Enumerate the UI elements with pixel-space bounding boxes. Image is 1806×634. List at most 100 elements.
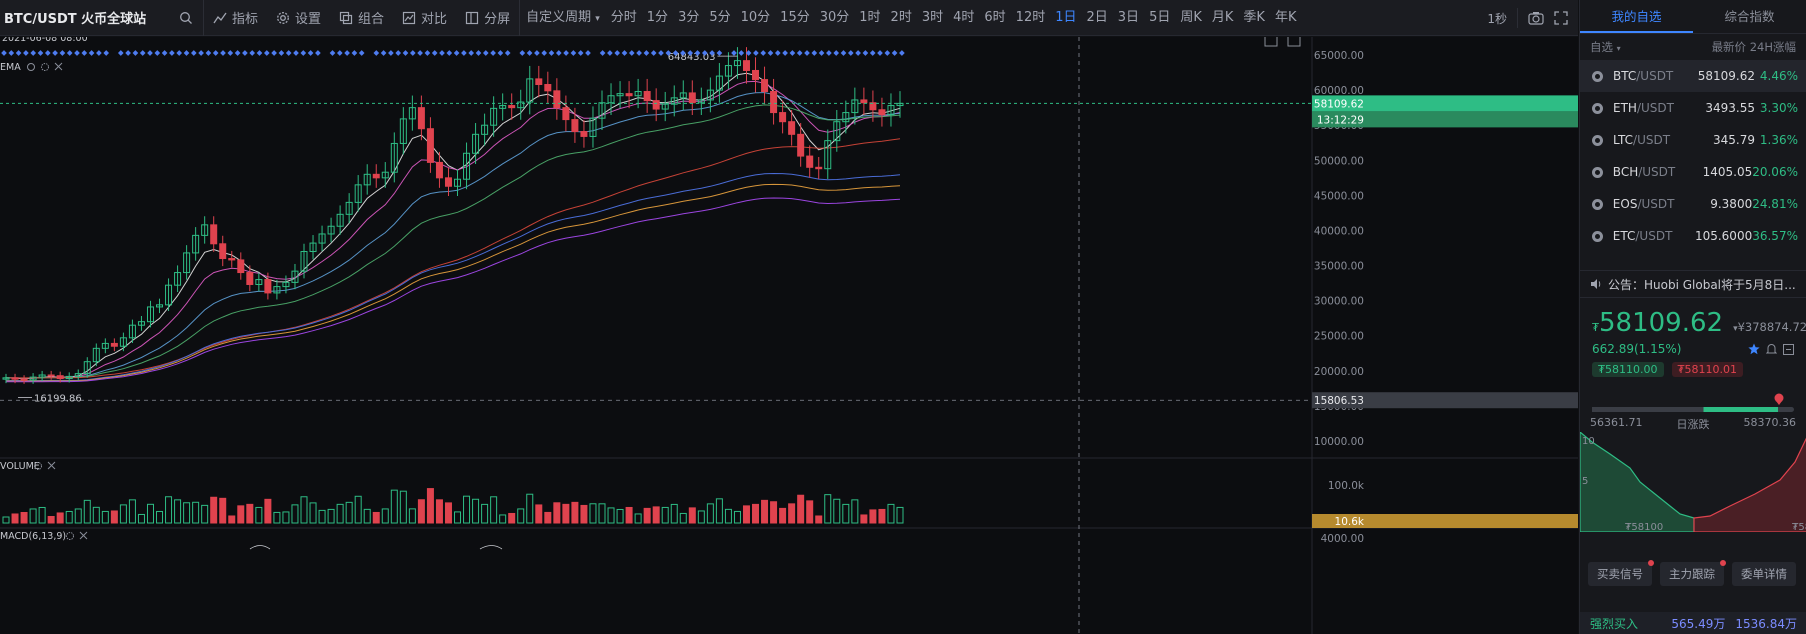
chart-area[interactable]: 10000.0015000.0020000.0025000.0030000.00… <box>0 37 1578 634</box>
volume-bar <box>166 497 172 523</box>
volume-bar <box>536 505 542 523</box>
indicator-label: 指标 <box>232 8 258 27</box>
search-button[interactable] <box>169 0 203 36</box>
volume-bar <box>400 491 406 523</box>
signal-diamond <box>286 50 292 56</box>
split-label: 分屏 <box>484 8 510 27</box>
close-icon[interactable] <box>80 532 87 539</box>
period-13[interactable]: 1日 <box>1050 0 1081 36</box>
depth-chart[interactable]: 10 5 ₮58100 ₮58 <box>1580 432 1806 532</box>
period-18[interactable]: 月K <box>1207 0 1239 36</box>
signal-diamond <box>644 50 650 56</box>
settings-button[interactable]: 设置 <box>267 0 330 36</box>
close-icon[interactable] <box>48 462 55 469</box>
star-icon[interactable] <box>1748 343 1760 355</box>
signal-diamond <box>206 50 212 56</box>
period-17[interactable]: 周K <box>1175 0 1207 36</box>
period-2[interactable]: 3分 <box>673 0 704 36</box>
period-20[interactable]: 年K <box>1270 0 1302 36</box>
period-10[interactable]: 4时 <box>948 0 979 36</box>
candle <box>807 156 813 167</box>
split-button[interactable]: 分屏 <box>456 0 519 36</box>
volume-bar <box>274 512 280 523</box>
signal-diamond <box>870 50 876 56</box>
volume-bar <box>590 504 596 523</box>
pair-symbol: LTC/USDT <box>1613 133 1688 147</box>
announcement-bar[interactable]: 公告：Huobi Global将于5月8日... <box>1580 270 1806 298</box>
watchlist-row[interactable]: ETH/USDT 3493.55 3.30% <box>1580 92 1806 124</box>
pair-price: 345.79 <box>1688 133 1755 147</box>
ema-line <box>6 73 900 379</box>
candle <box>689 93 695 103</box>
last-price-label: 58109.62 <box>1314 98 1364 110</box>
period-bar: 自定义周期 ▾ 分时 1分 3分 5分 10分 15分 30分 1时 2时 3时 4时 6时 12时 1日… <box>520 0 1301 36</box>
symbol-title[interactable]: BTC/USDT 火币全球站 <box>0 8 169 27</box>
signal-diamond <box>67 50 73 56</box>
watchlist-row[interactable]: ETC/USDT 105.6000 36.57% <box>1580 220 1806 252</box>
volume-tick: 100.0k <box>1328 480 1365 492</box>
ask-price[interactable]: ₮58110.01 <box>1672 362 1744 377</box>
candle <box>220 244 226 259</box>
period-8[interactable]: 2时 <box>886 0 917 36</box>
countdown-label: 13:12:29 <box>1317 114 1364 126</box>
signal-diamond <box>403 50 409 56</box>
signal-diamond <box>184 50 190 56</box>
order-detail-button[interactable]: 委单详情 <box>1732 562 1796 586</box>
candle <box>563 108 569 120</box>
period-19[interactable]: 季K <box>1238 0 1270 36</box>
custom-period-dropdown[interactable]: 自定义周期 ▾ <box>520 0 606 36</box>
volume-bar <box>418 500 424 523</box>
big-price: 58109.62 <box>1599 308 1723 338</box>
ema-line <box>6 174 900 381</box>
volume-bar <box>563 504 569 523</box>
watchlist-row[interactable]: BTC/USDT 58109.62 4.46% <box>1580 60 1806 92</box>
main-force-button[interactable]: 主力跟踪 <box>1660 562 1724 586</box>
period-11[interactable]: 6时 <box>979 0 1010 36</box>
signal-diamond <box>892 50 898 56</box>
volume-bar <box>3 517 9 523</box>
period-6[interactable]: 30分 <box>815 0 855 36</box>
candle <box>780 113 786 122</box>
period-3[interactable]: 5分 <box>704 0 735 36</box>
pair-change: 3.30% <box>1755 101 1798 115</box>
gear-icon[interactable] <box>42 64 49 71</box>
combo-button[interactable]: 组合 <box>330 0 393 36</box>
panel-icon[interactable] <box>1265 37 1277 46</box>
period-16[interactable]: 5日 <box>1144 0 1175 36</box>
signal-diamond <box>257 50 263 56</box>
signal-diamond <box>519 50 525 56</box>
period-5[interactable]: 15分 <box>775 0 815 36</box>
camera-icon[interactable] <box>1528 11 1544 25</box>
watchlist-row[interactable]: LTC/USDT 345.79 1.36% <box>1580 124 1806 156</box>
signal-diamond <box>279 50 285 56</box>
period-9[interactable]: 3时 <box>917 0 948 36</box>
refresh-interval[interactable]: 1秒 <box>1487 10 1507 27</box>
signal-diamond <box>461 50 467 56</box>
compare-button[interactable]: 对比 <box>393 0 456 36</box>
price-tick: 35000.00 <box>1314 261 1364 273</box>
fullscreen-icon[interactable] <box>1554 11 1568 25</box>
watchlist-row[interactable]: BCH/USDT 1405.05 20.06% <box>1580 156 1806 188</box>
period-4[interactable]: 10分 <box>736 0 776 36</box>
period-1[interactable]: 1分 <box>642 0 673 36</box>
fullscreen-icon[interactable] <box>1288 37 1300 46</box>
volume-bar <box>464 496 470 523</box>
period-14[interactable]: 2日 <box>1082 0 1113 36</box>
tab-watchlist[interactable]: 我的自选 <box>1580 0 1693 33</box>
buy-sell-signal-button[interactable]: 买卖信号 <box>1588 562 1652 586</box>
kline-chart[interactable]: 10000.0015000.0020000.0025000.0030000.00… <box>0 37 1578 634</box>
bid-price[interactable]: ₮58110.00 <box>1592 362 1664 377</box>
watchlist-filter[interactable]: 自选 ▾ <box>1590 34 1621 60</box>
bell-icon[interactable] <box>1766 343 1777 355</box>
period-12[interactable]: 12时 <box>1011 0 1051 36</box>
close-icon[interactable] <box>55 63 62 70</box>
gear-icon[interactable] <box>67 533 74 540</box>
period-7[interactable]: 1时 <box>854 0 885 36</box>
indicator-button[interactable]: 指标 <box>204 0 267 36</box>
eye-icon[interactable] <box>28 64 35 71</box>
watchlist-row[interactable]: EOS/USDT 9.3800 24.81% <box>1580 188 1806 220</box>
period-15[interactable]: 3日 <box>1113 0 1144 36</box>
expand-icon[interactable] <box>1783 344 1794 355</box>
tab-index[interactable]: 综合指数 <box>1693 0 1806 33</box>
period-0[interactable]: 分时 <box>606 0 642 36</box>
